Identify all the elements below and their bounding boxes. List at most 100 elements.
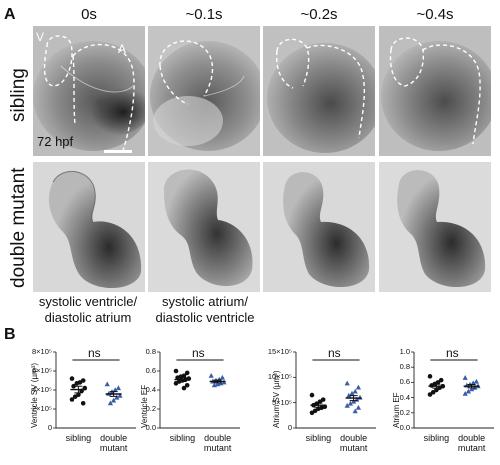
x-category-label: double mutant — [203, 433, 232, 453]
mutant-data-point — [465, 388, 471, 394]
significance-label: ns — [446, 346, 459, 360]
y-tick-label: 1.0 — [399, 347, 410, 356]
sem-error-bar — [213, 379, 222, 384]
x-category-label: double mutant — [457, 433, 486, 453]
sibling-data-point — [72, 394, 78, 399]
x-category-label: sibling — [169, 433, 196, 443]
sibling-data-point — [173, 368, 179, 374]
y-tick-label: 15×10⁵ — [267, 347, 292, 356]
sibling-data-point — [173, 381, 179, 386]
y-tick-label: 0.4 — [399, 392, 410, 402]
ventricle-label: V — [36, 30, 45, 44]
scale-bar — [104, 150, 132, 153]
micrograph-sibling-0.4s — [379, 26, 491, 156]
significance-label: ns — [328, 346, 341, 360]
significance-label: ns — [88, 346, 101, 360]
caption-systolic-ventricle: systolic ventricle/ diastolic atrium — [28, 294, 148, 326]
mutant-data-point — [112, 387, 118, 392]
y-tick-label: 0.8 — [399, 362, 410, 372]
sibling-data-point — [69, 397, 75, 402]
sem-error-bar — [314, 402, 323, 408]
sibling-data-point — [184, 370, 190, 376]
mutant-data-point — [219, 374, 225, 380]
y-tick-label: 6×10⁵ — [31, 366, 52, 375]
axis-lines — [295, 352, 376, 429]
micrograph-sibling-0.1s — [148, 26, 260, 156]
axis-lines — [413, 352, 494, 429]
mutant-data-point — [346, 392, 352, 398]
y-tick-label: 0.0 — [399, 423, 410, 432]
mutant-data-point — [473, 378, 479, 384]
x-category-label: double mutant — [99, 433, 128, 453]
y-tick-label: 4×10⁵ — [31, 385, 52, 394]
micrograph-mutant-0.1s — [148, 162, 260, 292]
atrium-label: A — [118, 42, 127, 56]
micrograph-mutant-0.4s — [379, 162, 491, 292]
row-label-sibling: sibling — [8, 68, 29, 122]
x-category-label: sibling — [65, 433, 92, 443]
y-tick-label: 0.6 — [399, 377, 410, 387]
mutant-data-point — [357, 394, 363, 400]
mutant-data-point — [211, 382, 217, 388]
sibling-data-point — [80, 401, 86, 406]
mutant-data-point — [215, 381, 221, 387]
time-header-3: ~0.4s — [416, 6, 454, 23]
micrograph-mutant-0.2s — [263, 162, 375, 292]
mutant-data-point — [355, 384, 361, 390]
sibling-data-point — [427, 374, 433, 379]
mutant-data-point — [347, 400, 353, 406]
caption-line-1: systolic atrium/ — [162, 294, 248, 309]
mutant-data-point — [352, 408, 358, 414]
sibling-data-point — [181, 385, 187, 391]
y-tick-label: 0.4 — [145, 385, 156, 394]
panel-b-label: B — [4, 326, 16, 343]
mutant-data-point — [355, 404, 361, 410]
y-tick-label: 10×10⁵ — [267, 372, 292, 382]
y-tick-label: 0 — [287, 423, 292, 432]
mutant-data-point — [352, 388, 358, 394]
x-category-label: double mutant — [339, 433, 368, 453]
caption-line-2: diastolic ventricle — [155, 310, 255, 325]
x-category-label: sibling — [423, 433, 450, 443]
time-header-2: ~0.2s — [300, 6, 338, 23]
mutant-data-point — [349, 390, 355, 396]
mutant-data-point — [351, 398, 357, 404]
sibling-data-point — [427, 392, 433, 397]
mutant-data-point — [107, 400, 113, 406]
chart-plot — [53, 351, 136, 429]
mutant-data-point — [469, 386, 475, 392]
mutant-data-point — [114, 394, 120, 400]
y-tick-label: 0.6 — [145, 366, 156, 375]
mutant-data-point — [472, 384, 478, 390]
sibling-data-point — [309, 410, 315, 416]
y-tick-label: 0.2 — [145, 404, 156, 413]
sibling-data-point — [71, 383, 76, 389]
sibling-data-point — [184, 382, 190, 388]
mutant-data-point — [115, 385, 121, 391]
sem-error-bar — [109, 391, 118, 397]
mutant-data-point — [104, 381, 110, 387]
time-header-1: ~0.1s — [185, 6, 223, 23]
significance-label: ns — [192, 346, 205, 360]
y-tick-label: 5×10⁵ — [271, 397, 292, 407]
sem-error-bar — [349, 395, 358, 402]
y-tick-label: 0.2 — [399, 407, 410, 417]
sem-error-bar — [74, 385, 83, 394]
y-tick-label: 8×10⁵ — [31, 347, 52, 356]
y-tick-label: 0 — [47, 423, 52, 432]
chart-plot — [411, 351, 494, 429]
sibling-data-point — [74, 381, 80, 386]
sibling-data-point — [438, 377, 444, 383]
chart-plot — [293, 351, 376, 429]
micrograph-mutant-0s — [33, 162, 145, 292]
sibling-data-point — [69, 376, 75, 381]
sibling-data-point — [309, 392, 315, 398]
x-category-label: sibling — [305, 433, 332, 443]
mutant-data-point — [344, 402, 350, 408]
stage-label: 72 hpf — [37, 134, 74, 149]
mutant-data-point — [344, 380, 350, 386]
chart-plot — [157, 351, 240, 429]
mutant-data-point — [111, 397, 117, 403]
row-label-double-mutant: double mutant — [8, 167, 29, 288]
mutant-data-point — [462, 391, 468, 396]
